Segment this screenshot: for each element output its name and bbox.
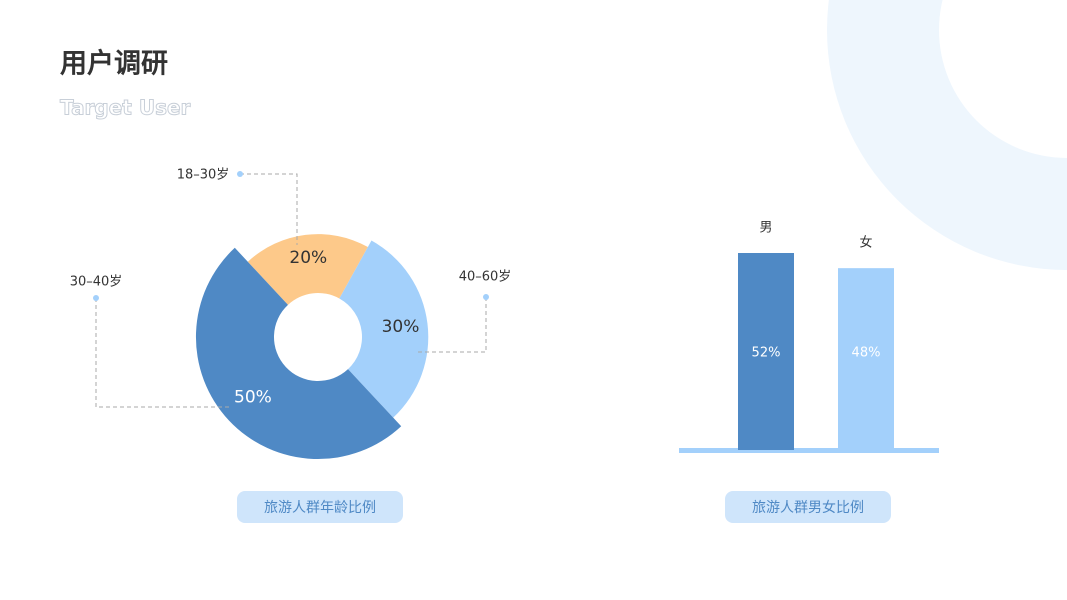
slice-value-label: 30% [382,317,420,337]
leader-dot [237,171,243,177]
leader-line [240,173,298,245]
pie-slice [339,240,429,418]
leader-dot [93,295,99,301]
slice-category-label: 30–40岁 [70,275,123,290]
caption-box [725,491,891,523]
bar-value-label: 48% [852,346,881,361]
decor-hole [939,0,1067,158]
bar [738,253,794,450]
slice-category-label: 18–30岁 [177,168,230,183]
pie-slice [195,247,402,460]
bar-category-label: 男 [759,221,772,236]
baseline [679,448,939,453]
page-subtitle: Target User [60,96,191,120]
bar [838,268,894,450]
bar-value-label: 52% [752,346,781,361]
page-title: 用户调研 [60,48,168,80]
slice-value-label: 50% [234,388,272,408]
leader-line [95,298,232,408]
caption: 旅游人群年龄比例 [264,500,376,516]
bar-category-label: 女 [859,235,872,251]
caption-box [237,491,403,523]
slice-value-label: 20% [289,248,327,268]
leader-dot [483,294,489,300]
pie-slice [247,234,368,305]
slice-category-label: 40–60岁 [459,270,512,285]
caption: 旅游人群男女比例 [752,499,864,516]
